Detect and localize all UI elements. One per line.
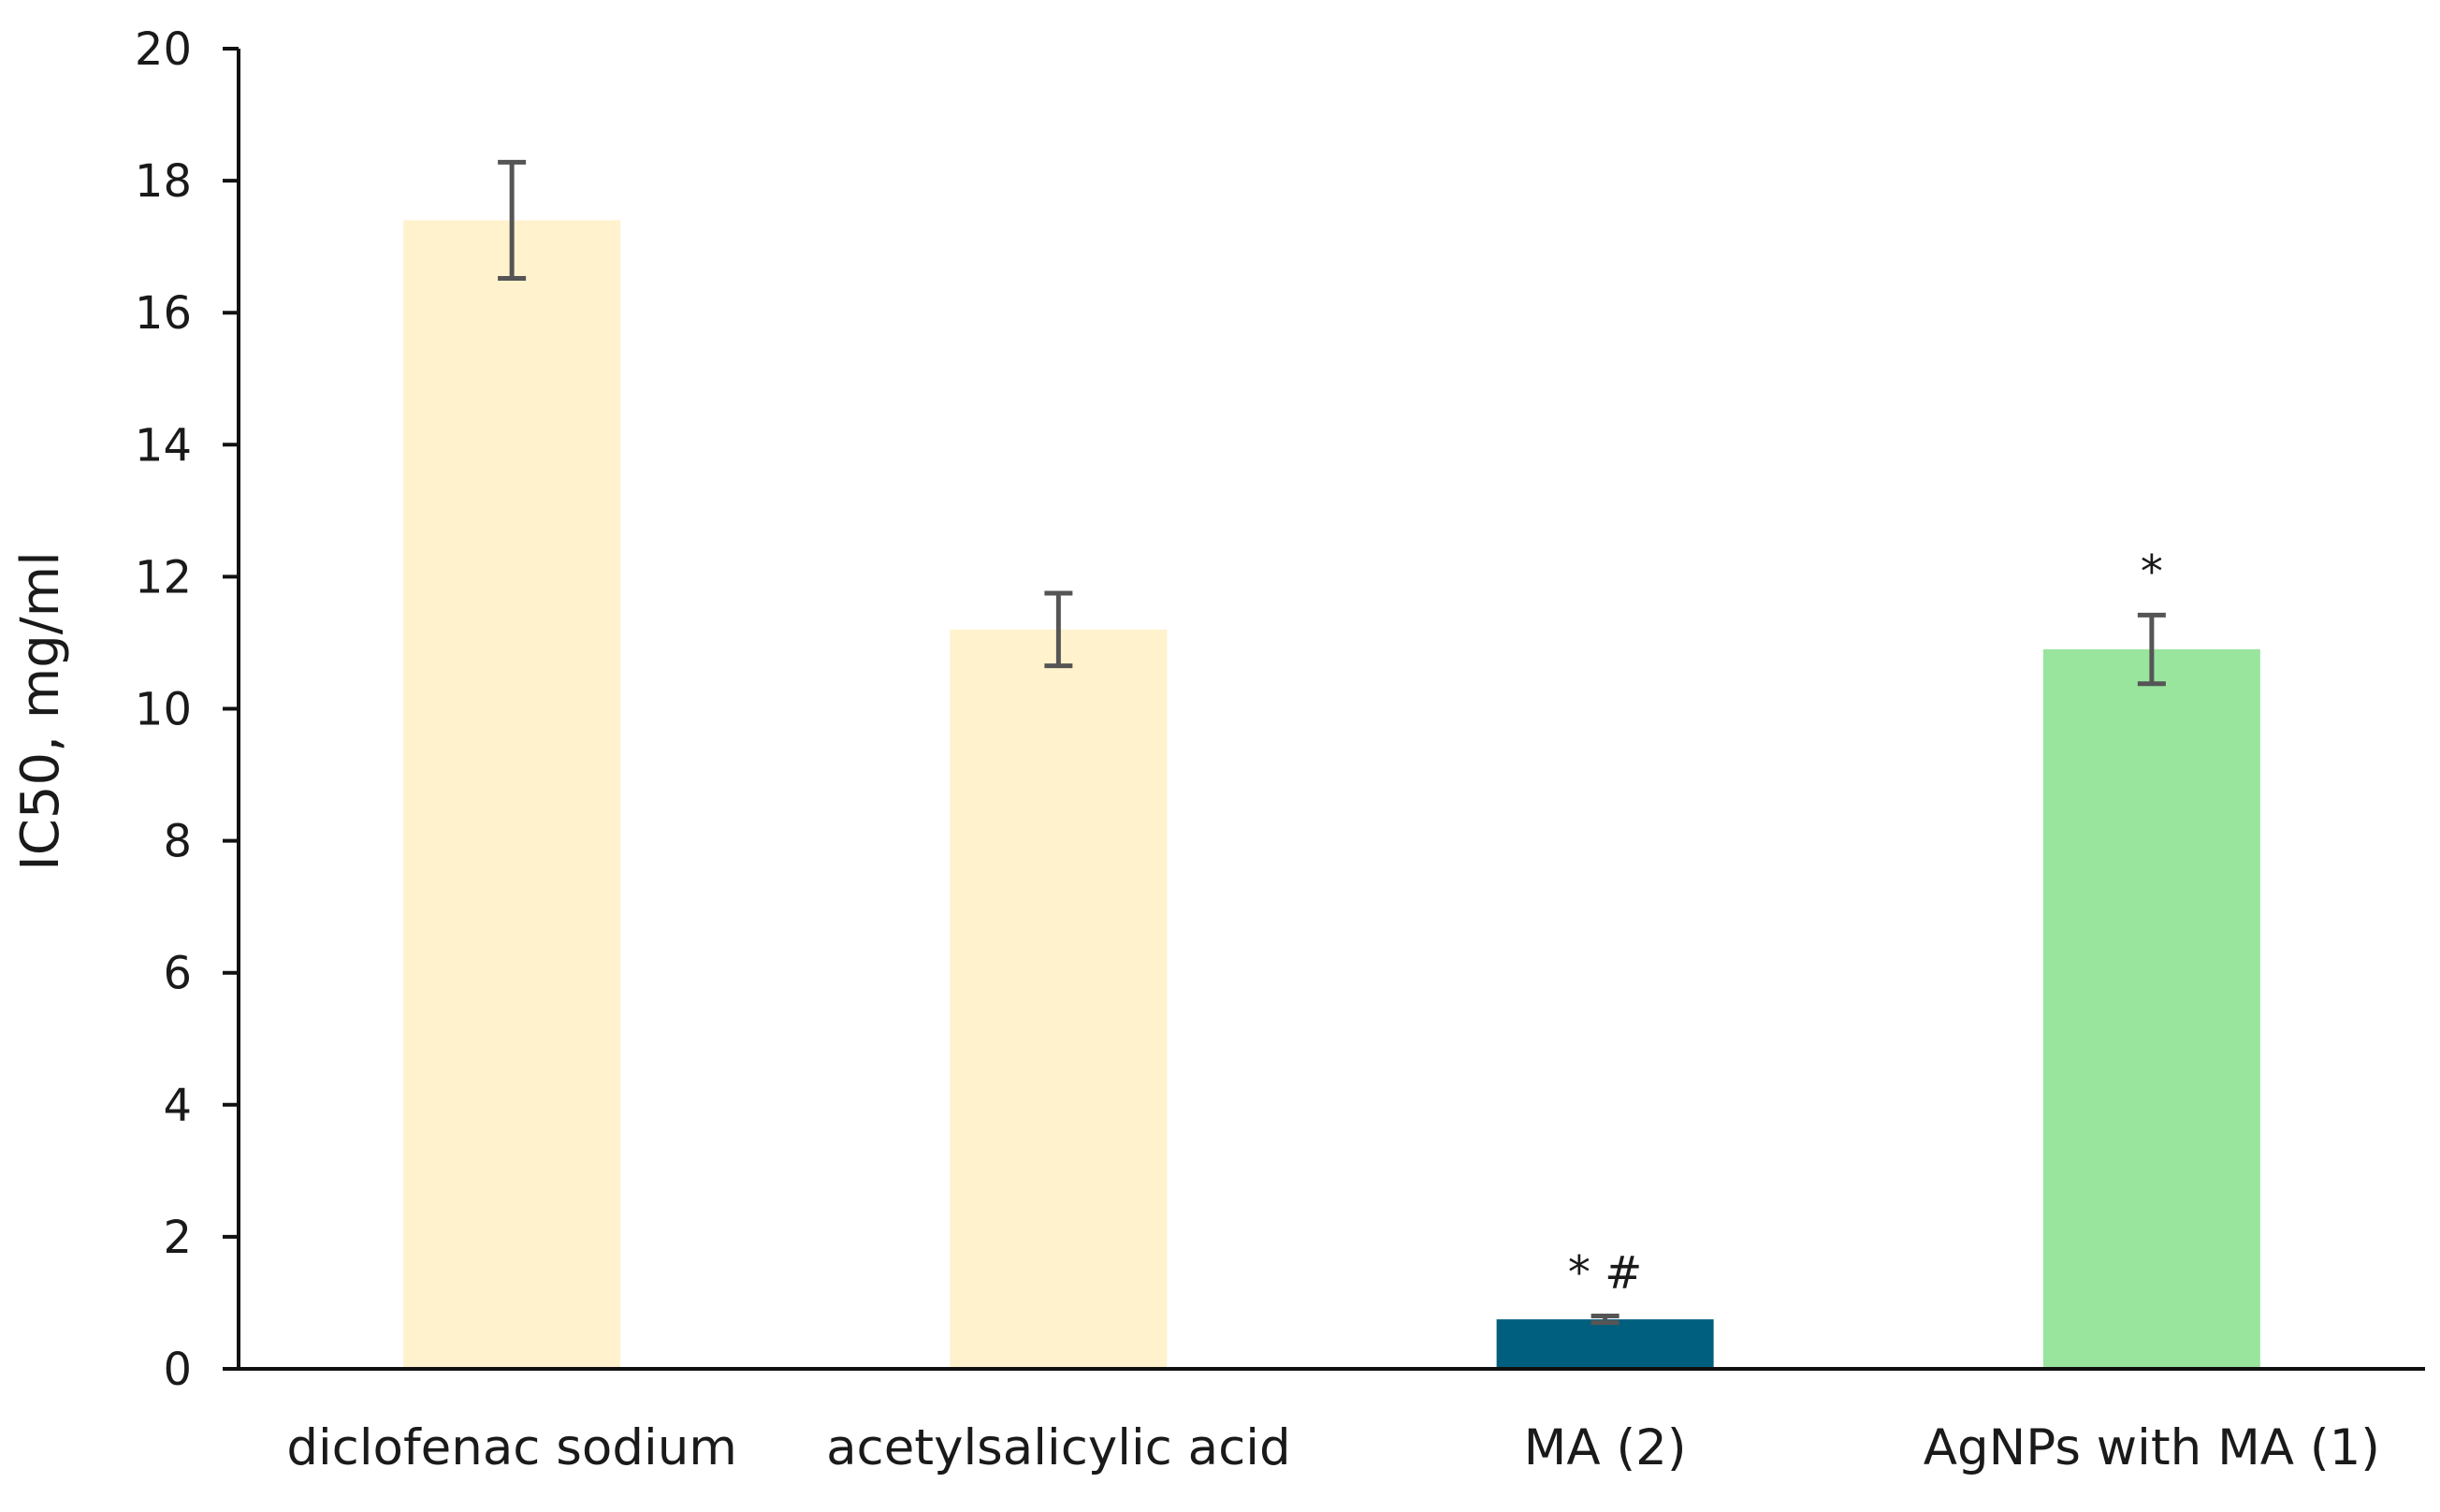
bar: [1496, 1319, 1714, 1369]
y-axis-title: IC50, mg/ml: [10, 551, 71, 871]
bar: [2042, 649, 2260, 1369]
y-tick-label: 16: [135, 287, 192, 340]
error-bar: [1044, 590, 1073, 669]
y-tick-label: 0: [163, 1344, 192, 1396]
y-tick-label: 20: [135, 23, 192, 76]
category-label: AgNPs with MA (1): [1924, 1419, 2380, 1476]
bar: [403, 220, 621, 1370]
error-bar: [1590, 1314, 1619, 1326]
y-tick-label: 2: [163, 1212, 192, 1264]
y-tick-label: 4: [163, 1080, 192, 1132]
error-bar: [2137, 612, 2166, 687]
category-label: MA (2): [1524, 1419, 1687, 1476]
error-bar: [498, 159, 527, 282]
y-tick-label: 12: [135, 551, 192, 603]
category-label: diclofenac sodium: [286, 1419, 737, 1476]
significance-annotation: * #: [1568, 1247, 1642, 1300]
y-tick-label: 8: [163, 816, 192, 868]
bar: [950, 629, 1168, 1369]
y-tick-label: 18: [135, 155, 192, 208]
category-label: acetylsalicylic acid: [826, 1419, 1291, 1476]
y-tick-label: 10: [135, 684, 192, 736]
significance-annotation: *: [2141, 545, 2163, 598]
y-tick-label: 14: [135, 419, 192, 472]
y-tick-label: 6: [163, 948, 192, 1000]
